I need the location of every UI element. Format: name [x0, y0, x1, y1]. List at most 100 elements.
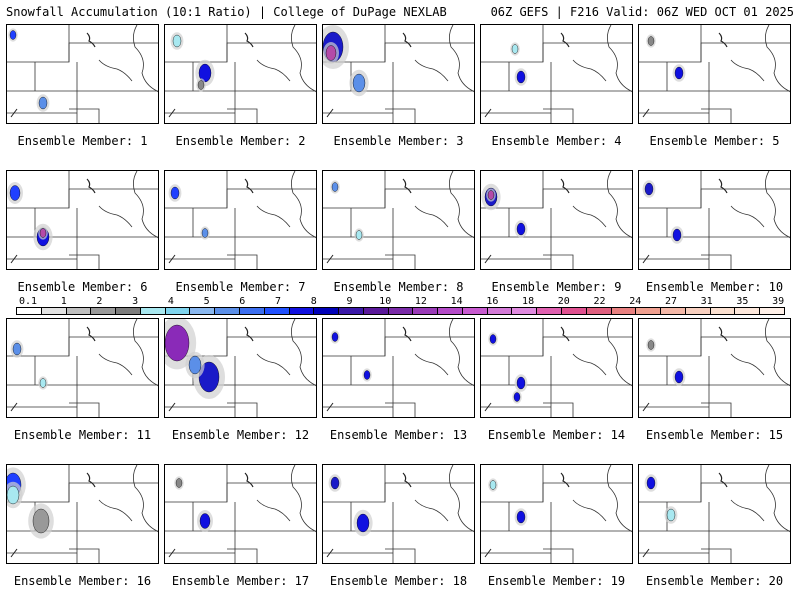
snow-area — [330, 476, 340, 490]
colorbar-tick-label: 3 — [132, 296, 139, 307]
panel-map — [7, 465, 158, 563]
colorbar-swatch — [684, 307, 711, 315]
member-label-19: Ensemble Member: 19 — [487, 574, 626, 588]
snow-area — [666, 508, 676, 522]
snow-area — [9, 185, 21, 201]
snow-area — [516, 222, 526, 236]
member-map-3 — [322, 24, 475, 124]
snow-area — [513, 392, 521, 402]
colorbar-tick-label: 39 — [772, 296, 785, 307]
colorbar-swatch — [709, 307, 736, 315]
member-map-1 — [6, 24, 159, 124]
colorbar-tick-label: 24 — [629, 296, 642, 307]
colorbar-legend: 0.1 1 2 3 4 5 6 7 8 9 10 12 14 16 18 20 22 24 27 31 35 39 — [16, 296, 785, 318]
colorbar-tick-label: 14 — [450, 296, 463, 307]
colorbar-swatch — [759, 307, 785, 315]
member-label-13: Ensemble Member: 13 — [329, 428, 468, 442]
member-map-12 — [164, 318, 317, 418]
member-map-20 — [638, 464, 791, 564]
panel-map — [323, 25, 474, 123]
member-label-9: Ensemble Member: 9 — [491, 280, 622, 294]
colorbar-swatch — [238, 307, 265, 315]
snow-area — [674, 66, 684, 80]
member-label-12: Ensemble Member: 12 — [171, 428, 310, 442]
colorbar-swatch — [16, 307, 42, 315]
panel-map — [165, 465, 316, 563]
snow-area — [355, 230, 363, 240]
snow-area — [516, 70, 526, 84]
colorbar-swatch — [660, 307, 686, 315]
member-label-16: Ensemble Member: 16 — [13, 574, 152, 588]
snow-area — [647, 36, 655, 46]
colorbar-swatch — [65, 307, 92, 315]
panel-map — [639, 171, 790, 269]
member-map-8 — [322, 170, 475, 270]
snow-area — [165, 324, 190, 362]
colorbar-swatch — [139, 307, 166, 315]
panel-map — [481, 465, 632, 563]
colorbar-swatch — [461, 307, 488, 315]
snow-area — [172, 34, 182, 48]
member-label-11: Ensemble Member: 11 — [13, 428, 152, 442]
panel-map — [7, 319, 158, 417]
colorbar-swatch — [536, 307, 563, 315]
snow-area — [199, 513, 211, 529]
colorbar-swatch — [313, 307, 340, 315]
member-map-13 — [322, 318, 475, 418]
member-map-18 — [322, 464, 475, 564]
member-label-15: Ensemble Member: 15 — [645, 428, 784, 442]
member-map-17 — [164, 464, 317, 564]
colorbar-swatch — [511, 307, 538, 315]
colorbar-swatch — [338, 307, 364, 315]
colorbar-tick-label: 0.1 — [18, 296, 38, 307]
colorbar-tick-label: 22 — [593, 296, 606, 307]
member-map-14 — [480, 318, 633, 418]
colorbar-swatch — [90, 307, 117, 315]
colorbar-tick-label: 5 — [203, 296, 210, 307]
snow-area — [331, 182, 339, 192]
colorbar-swatch — [635, 307, 662, 315]
colorbar-tick-label: 16 — [486, 296, 499, 307]
member-map-11 — [6, 318, 159, 418]
colorbar-swatch — [486, 307, 513, 315]
member-label-2: Ensemble Member: 2 — [175, 134, 306, 148]
snow-area — [39, 378, 47, 388]
snow-area — [644, 182, 654, 196]
snow-area — [672, 228, 682, 242]
snow-area — [356, 513, 370, 533]
snow-area — [352, 73, 366, 93]
member-label-14: Ensemble Member: 14 — [487, 428, 626, 442]
snow-area — [7, 485, 20, 505]
snow-area — [511, 44, 519, 54]
colorbar-swatch — [437, 307, 463, 315]
colorbar-tick-label: 1 — [60, 296, 67, 307]
panel-map — [323, 465, 474, 563]
member-label-7: Ensemble Member: 7 — [175, 280, 306, 294]
panel-map — [165, 25, 316, 123]
snow-area — [201, 228, 209, 238]
member-map-2 — [164, 24, 317, 124]
panel-map — [7, 171, 158, 269]
member-map-5 — [638, 24, 791, 124]
member-label-8: Ensemble Member: 8 — [333, 280, 464, 294]
panel-map — [481, 171, 632, 269]
panel-map — [481, 25, 632, 123]
member-label-6: Ensemble Member: 6 — [17, 280, 148, 294]
colorbar-swatch — [412, 307, 439, 315]
colorbar-tick-label: 9 — [346, 296, 353, 307]
member-label-4: Ensemble Member: 4 — [491, 134, 622, 148]
colorbar-tick-label: 27 — [664, 296, 677, 307]
colorbar-tick-label: 2 — [96, 296, 103, 307]
colorbar-swatch — [214, 307, 240, 315]
snow-area — [170, 186, 180, 200]
member-map-15 — [638, 318, 791, 418]
colorbar-tick-label: 8 — [310, 296, 317, 307]
snow-area — [646, 476, 656, 490]
snow-area — [9, 30, 17, 40]
panel-map — [7, 25, 158, 123]
snow-area — [175, 478, 183, 488]
colorbar-tick-label: 18 — [522, 296, 535, 307]
member-map-4 — [480, 24, 633, 124]
colorbar-swatch — [263, 307, 290, 315]
snow-area — [489, 334, 497, 344]
